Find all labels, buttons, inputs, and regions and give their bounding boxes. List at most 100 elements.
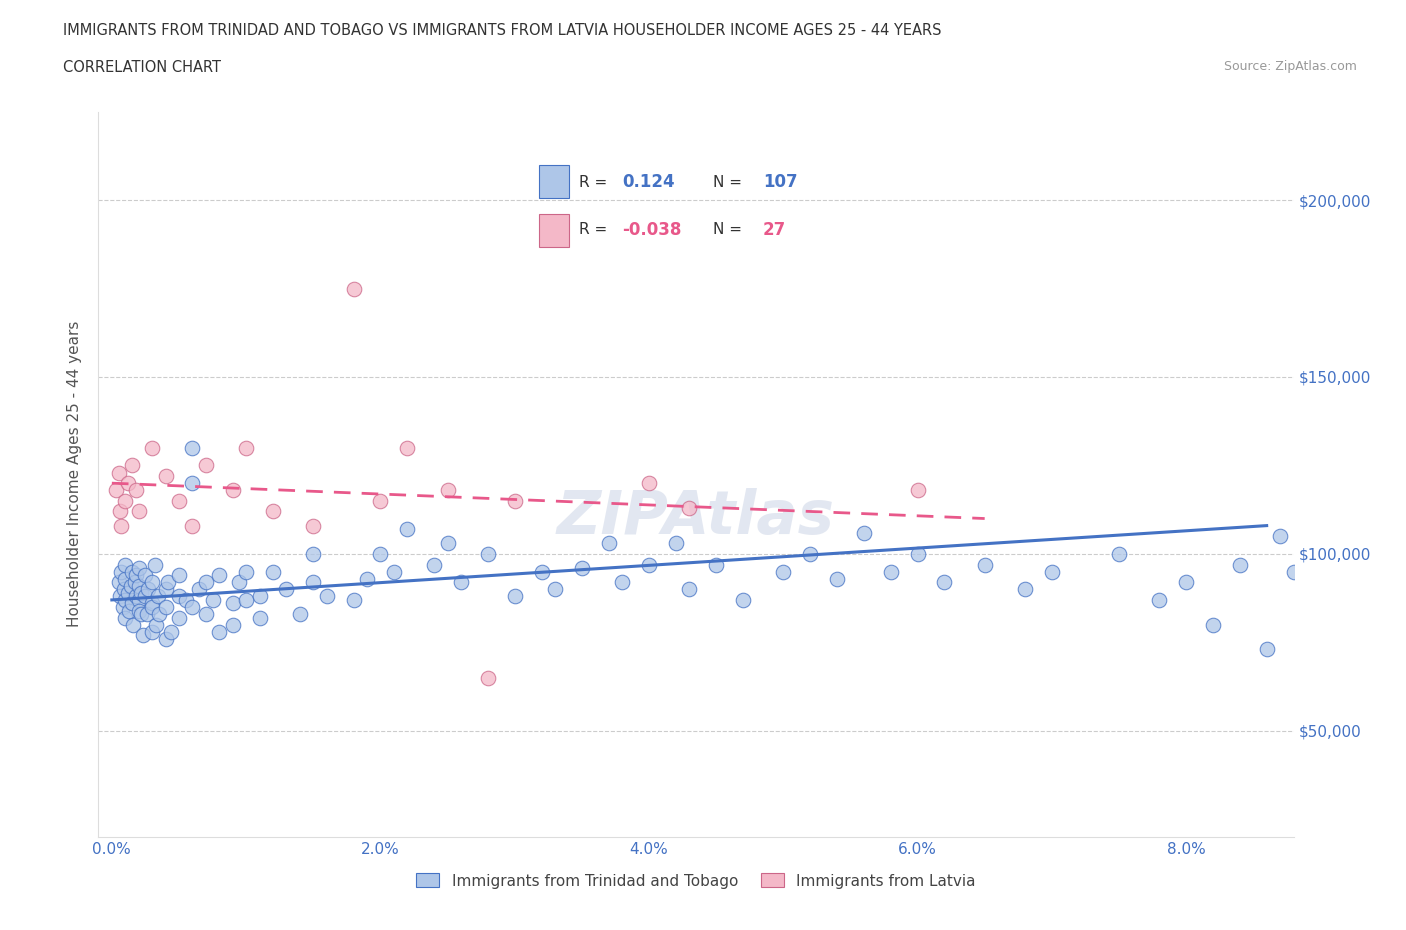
Point [121,458,143,472]
Point [134,567,156,582]
Point [167,610,190,625]
Point [772,565,794,579]
Point [222,618,245,632]
Point [302,518,325,533]
Point [678,500,700,515]
Point [302,547,325,562]
Point [342,592,364,607]
Point [157,575,180,590]
Point [370,547,392,562]
Point [132,628,155,643]
Point [112,582,135,597]
Point [704,557,727,572]
Point [107,575,129,590]
Point [249,610,271,625]
Point [194,606,217,621]
Y-axis label: Householder Income Ages 25 - 44 years: Householder Income Ages 25 - 44 years [67,321,83,628]
Point [731,592,754,607]
Point [370,494,392,509]
Point [907,483,929,498]
Point [122,618,145,632]
Point [125,589,148,604]
Point [208,567,231,582]
Point [235,440,257,455]
Point [382,565,405,579]
Point [973,557,995,572]
Point [302,575,325,590]
Legend: Immigrants from Trinidad and Tobago, Immigrants from Latvia: Immigrants from Trinidad and Tobago, Imm… [411,868,981,895]
Point [181,476,204,491]
Point [145,618,167,632]
Point [155,469,177,484]
Point [665,536,688,551]
Point [436,483,458,498]
Point [181,600,204,615]
Point [108,589,131,604]
Point [450,575,472,590]
Point [155,631,177,646]
Point [121,596,143,611]
Point [174,592,197,607]
Point [134,589,156,604]
Point [128,504,150,519]
Point [155,582,177,597]
Point [104,483,127,498]
Point [879,565,901,579]
Point [167,589,190,604]
Point [110,518,132,533]
Point [396,440,419,455]
Point [1040,565,1063,579]
Point [934,575,956,590]
Point [315,589,337,604]
Point [1175,575,1198,590]
Point [235,592,257,607]
Point [396,522,419,537]
Point [825,571,848,586]
Point [107,465,129,480]
Point [1229,557,1251,572]
Text: Source: ZipAtlas.com: Source: ZipAtlas.com [1223,60,1357,73]
Point [141,600,163,615]
Point [160,624,183,639]
Point [188,582,211,597]
Point [181,440,204,455]
Text: ZIPAtlas: ZIPAtlas [557,488,835,548]
Point [120,578,142,593]
Point [1282,565,1305,579]
Point [852,525,875,540]
Point [128,592,150,607]
Point [136,582,159,597]
Point [544,582,567,597]
Point [131,606,153,621]
Point [114,592,136,607]
Point [208,624,231,639]
Point [1256,642,1278,657]
Point [799,547,821,562]
Point [503,494,526,509]
Point [262,504,284,519]
Point [110,565,132,579]
Point [125,567,148,582]
Point [167,494,190,509]
Point [141,624,163,639]
Point [194,575,217,590]
Point [342,281,364,296]
Point [530,565,553,579]
Point [114,557,136,572]
Point [288,606,311,621]
Point [907,547,929,562]
Point [1268,529,1291,544]
Point [121,565,143,579]
Point [228,575,250,590]
Point [1296,582,1319,597]
Point [678,582,700,597]
Point [638,557,661,572]
Point [571,561,593,576]
Point [423,557,446,572]
Point [148,606,170,621]
Point [1014,582,1036,597]
Point [222,596,245,611]
Text: CORRELATION CHART: CORRELATION CHART [63,60,221,75]
Point [356,571,378,586]
Text: IMMIGRANTS FROM TRINIDAD AND TOBAGO VS IMMIGRANTS FROM LATVIA HOUSEHOLDER INCOME: IMMIGRANTS FROM TRINIDAD AND TOBAGO VS I… [63,23,942,38]
